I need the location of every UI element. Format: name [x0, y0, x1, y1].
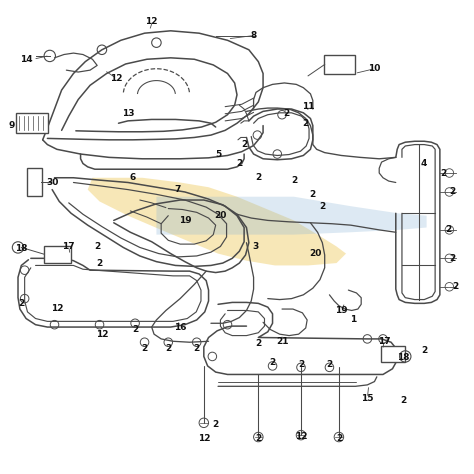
Text: 12: 12 — [96, 330, 108, 338]
Text: 8: 8 — [250, 31, 257, 40]
Text: 2: 2 — [255, 434, 262, 443]
Text: 18: 18 — [397, 354, 409, 362]
Text: 13: 13 — [122, 109, 134, 118]
Text: 15: 15 — [361, 394, 374, 402]
Polygon shape — [156, 197, 427, 235]
Text: 2: 2 — [336, 434, 342, 443]
Text: 2: 2 — [400, 396, 406, 405]
FancyBboxPatch shape — [44, 246, 71, 263]
Text: 11: 11 — [302, 102, 314, 111]
Text: 18: 18 — [15, 245, 27, 253]
Text: 2: 2 — [212, 420, 219, 428]
Text: 2: 2 — [319, 202, 326, 210]
Text: 2: 2 — [96, 259, 103, 267]
Text: 2: 2 — [302, 119, 309, 128]
Text: 2: 2 — [440, 169, 447, 177]
Text: 12: 12 — [295, 432, 307, 440]
FancyBboxPatch shape — [16, 113, 48, 133]
Text: 30: 30 — [46, 178, 58, 187]
Text: 2: 2 — [18, 299, 25, 308]
Text: 2: 2 — [449, 254, 456, 263]
Text: 4: 4 — [421, 159, 428, 168]
Text: 2: 2 — [193, 344, 200, 353]
Text: 20: 20 — [214, 211, 227, 220]
Text: 7: 7 — [174, 185, 181, 194]
Text: 2: 2 — [445, 226, 451, 234]
Text: 3: 3 — [253, 242, 259, 251]
Text: 6: 6 — [129, 173, 136, 182]
Text: 17: 17 — [378, 337, 390, 346]
Text: 2: 2 — [141, 344, 148, 353]
Text: 2: 2 — [255, 339, 262, 348]
Text: 19: 19 — [179, 216, 191, 225]
Text: 2: 2 — [94, 242, 100, 251]
Text: 9: 9 — [9, 121, 15, 130]
Text: 2: 2 — [421, 346, 428, 355]
Text: 20: 20 — [309, 249, 321, 258]
Text: 2: 2 — [310, 190, 316, 199]
Text: 1: 1 — [350, 316, 356, 324]
Text: 2: 2 — [241, 140, 247, 149]
Text: 16: 16 — [174, 323, 186, 331]
Text: 2: 2 — [132, 325, 138, 334]
Text: 2: 2 — [298, 361, 304, 369]
Text: 21: 21 — [276, 337, 288, 346]
Text: 10: 10 — [368, 64, 381, 73]
Text: 12: 12 — [198, 434, 210, 443]
Text: 12: 12 — [51, 304, 63, 312]
FancyBboxPatch shape — [324, 55, 355, 74]
Text: 2: 2 — [236, 159, 243, 168]
Text: 2: 2 — [269, 358, 276, 367]
FancyBboxPatch shape — [381, 346, 405, 362]
Text: 2: 2 — [291, 176, 297, 184]
Text: 5: 5 — [215, 150, 221, 158]
Polygon shape — [88, 178, 346, 265]
Text: 19: 19 — [335, 306, 347, 315]
Text: 17: 17 — [63, 242, 75, 251]
Text: 2: 2 — [452, 283, 458, 291]
Text: 2: 2 — [326, 361, 333, 369]
Text: 12: 12 — [146, 17, 158, 26]
FancyBboxPatch shape — [27, 168, 42, 196]
Text: 12: 12 — [110, 74, 122, 82]
Text: 2: 2 — [255, 173, 262, 182]
Text: 2: 2 — [449, 188, 456, 196]
Text: 14: 14 — [20, 55, 32, 64]
Text: 2: 2 — [283, 109, 290, 118]
Text: 2: 2 — [165, 344, 172, 353]
